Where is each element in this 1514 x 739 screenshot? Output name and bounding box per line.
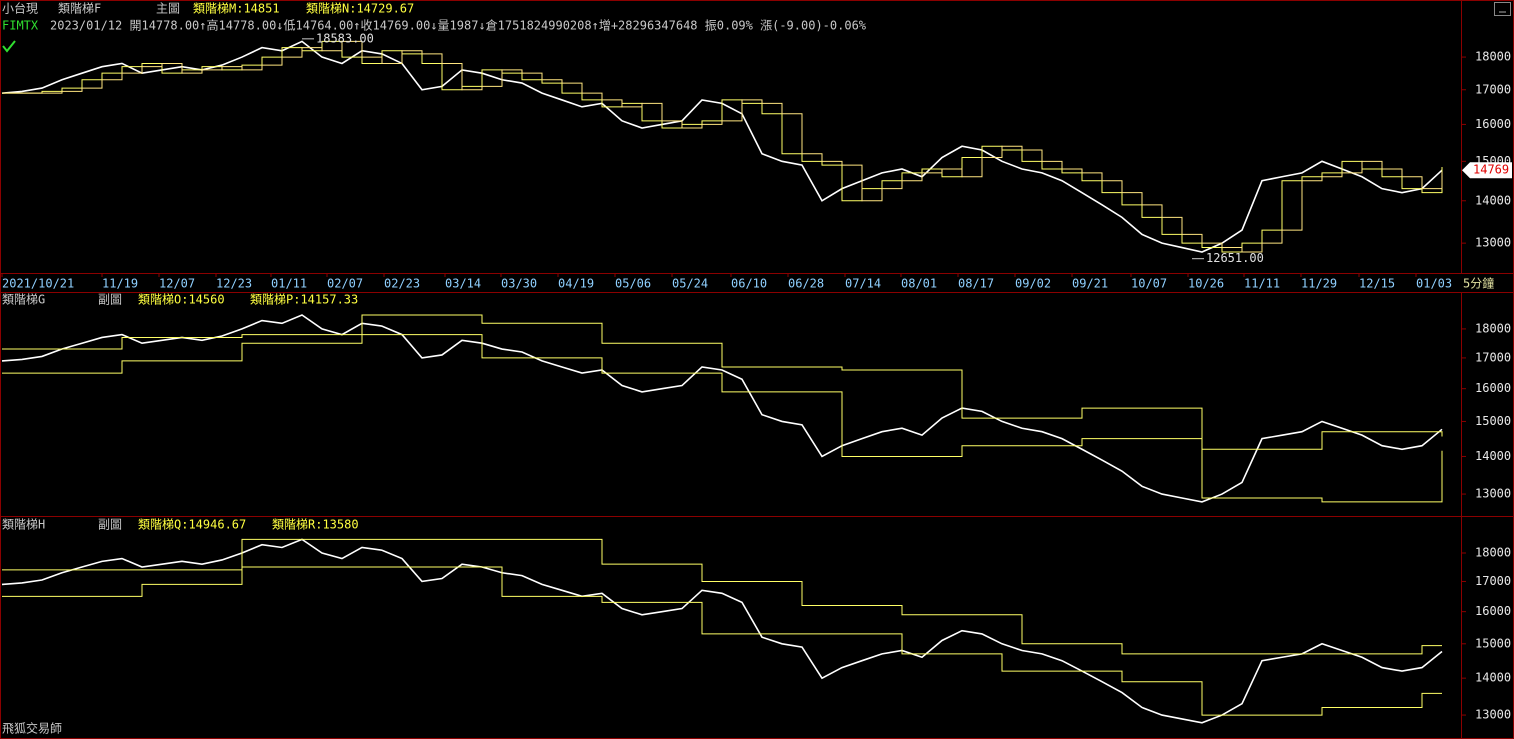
x-tick-label: 08/01 xyxy=(901,277,937,291)
y-tick-label: 18000 xyxy=(1475,545,1511,559)
pane-label: 主圖 xyxy=(156,2,180,16)
price-line xyxy=(1,314,1443,503)
step-line xyxy=(2,334,1443,503)
pane-label: 副圖 xyxy=(98,293,122,307)
x-tick-label: 05/24 xyxy=(672,277,708,291)
quote-line: 2023/01/12 開14778.00↑高14778.00↓低14764.00… xyxy=(50,18,867,33)
last-price-tag xyxy=(1462,162,1512,179)
y-tick-label: 13000 xyxy=(1475,236,1511,250)
pane-label: 副圖 xyxy=(98,518,122,532)
x-tick-label: 11/19 xyxy=(102,277,138,291)
step-line xyxy=(2,40,1443,253)
x-tick-label: 12/07 xyxy=(159,277,195,291)
indicator-name: 類階梯G xyxy=(2,292,45,307)
x-tick-label: 09/02 xyxy=(1015,277,1051,291)
y-tick-label: 17000 xyxy=(1475,82,1511,96)
annotation: 18583.00 xyxy=(316,31,374,45)
y-tick-label: 14000 xyxy=(1475,449,1511,463)
step-line xyxy=(2,538,1442,655)
x-tick-label: 11/29 xyxy=(1301,277,1337,291)
x-tick-label: 02/23 xyxy=(384,277,420,291)
y-tick-label: 17000 xyxy=(1475,574,1511,588)
window-button[interactable] xyxy=(1494,2,1511,16)
x-tick-label: 09/21 xyxy=(1072,277,1108,291)
x-tick-label: 11/11 xyxy=(1244,277,1280,291)
y-tick-label: 16000 xyxy=(1475,117,1511,131)
x-tick-label: 10/07 xyxy=(1131,277,1167,291)
x-tick-label: 02/07 xyxy=(327,277,363,291)
x-tick-label: 04/19 xyxy=(558,277,594,291)
x-tick-label: 06/10 xyxy=(731,277,767,291)
x-tick-label: 2021/10/21 xyxy=(2,277,74,291)
y-tick-label: 16000 xyxy=(1475,604,1511,618)
y-tick-label: 14000 xyxy=(1475,193,1511,207)
step-line xyxy=(2,40,1443,253)
legend-entry: 類階梯M:14851 xyxy=(193,1,280,16)
y-tick-label: 16000 xyxy=(1475,381,1511,395)
y-tick-label: 18000 xyxy=(1475,321,1511,335)
legend-entry: 類階梯Q:14946.67 xyxy=(138,517,246,532)
y-tick-label: 17000 xyxy=(1475,350,1511,364)
check-icon xyxy=(2,40,16,53)
x-tick-label: 10/26 xyxy=(1188,277,1224,291)
app-label: 飛狐交易師 xyxy=(2,721,62,736)
y-tick-label: 15000 xyxy=(1475,636,1511,650)
legend-entry: 類階梯O:14560 xyxy=(138,292,225,307)
y-tick-label: 13000 xyxy=(1475,487,1511,501)
x-unit-label: 5分鐘 xyxy=(1463,276,1494,291)
window-buttons[interactable] xyxy=(1494,2,1511,16)
x-tick-label: 01/11 xyxy=(271,277,307,291)
y-tick-label: 13000 xyxy=(1475,708,1511,722)
legend-entry: 類階梯P:14157.33 xyxy=(250,292,358,307)
legend-entry: 類階梯R:13580 xyxy=(272,517,359,532)
x-tick-label: 05/06 xyxy=(615,277,651,291)
x-tick-label: 07/14 xyxy=(845,277,881,291)
y-tick-label: 18000 xyxy=(1475,50,1511,64)
x-tick-label: 01/03 xyxy=(1416,277,1452,291)
x-tick-label: 12/23 xyxy=(216,277,252,291)
y-tick-label: 15000 xyxy=(1475,414,1511,428)
x-tick-label: 03/30 xyxy=(501,277,537,291)
x-tick-label: 08/17 xyxy=(958,277,994,291)
y-tick-label: 14000 xyxy=(1475,671,1511,685)
legend-entry: 類階梯N:14729.67 xyxy=(306,1,414,16)
step-line xyxy=(2,566,1442,716)
code: FIMTX xyxy=(2,19,39,33)
last-price-label: 14769 xyxy=(1473,163,1509,177)
indicator-name: 類階梯F xyxy=(58,1,101,16)
x-tick-label: 12/15 xyxy=(1359,277,1395,291)
symbol: 小台現 xyxy=(2,1,38,16)
x-tick-label: 06/28 xyxy=(788,277,824,291)
x-tick-label: 03/14 xyxy=(445,277,481,291)
annotation: 12651.00 xyxy=(1206,251,1264,265)
indicator-name: 類階梯H xyxy=(2,517,45,532)
